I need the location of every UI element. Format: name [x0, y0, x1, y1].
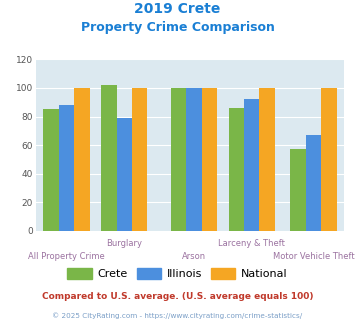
- Text: All Property Crime: All Property Crime: [28, 252, 105, 261]
- Bar: [244, 99, 260, 231]
- Text: © 2025 CityRating.com - https://www.cityrating.com/crime-statistics/: © 2025 CityRating.com - https://www.city…: [53, 312, 302, 318]
- Bar: [321, 88, 337, 231]
- Bar: [116, 118, 132, 231]
- Bar: [101, 85, 116, 231]
- Bar: [260, 88, 275, 231]
- Bar: [171, 88, 186, 231]
- Bar: [202, 88, 217, 231]
- Text: Compared to U.S. average. (U.S. average equals 100): Compared to U.S. average. (U.S. average …: [42, 292, 313, 301]
- Bar: [186, 88, 202, 231]
- Bar: [74, 88, 89, 231]
- Bar: [59, 105, 74, 231]
- Text: 2019 Crete: 2019 Crete: [134, 2, 221, 16]
- Text: Motor Vehicle Theft: Motor Vehicle Theft: [273, 252, 354, 261]
- Bar: [290, 149, 306, 231]
- Bar: [306, 135, 321, 231]
- Legend: Crete, Illinois, National: Crete, Illinois, National: [67, 268, 288, 280]
- Text: Arson: Arson: [182, 252, 206, 261]
- Bar: [132, 88, 147, 231]
- Text: Burglary: Burglary: [106, 239, 142, 248]
- Text: Larceny & Theft: Larceny & Theft: [218, 239, 285, 248]
- Bar: [43, 110, 59, 231]
- Text: Property Crime Comparison: Property Crime Comparison: [81, 21, 274, 34]
- Bar: [229, 108, 244, 231]
